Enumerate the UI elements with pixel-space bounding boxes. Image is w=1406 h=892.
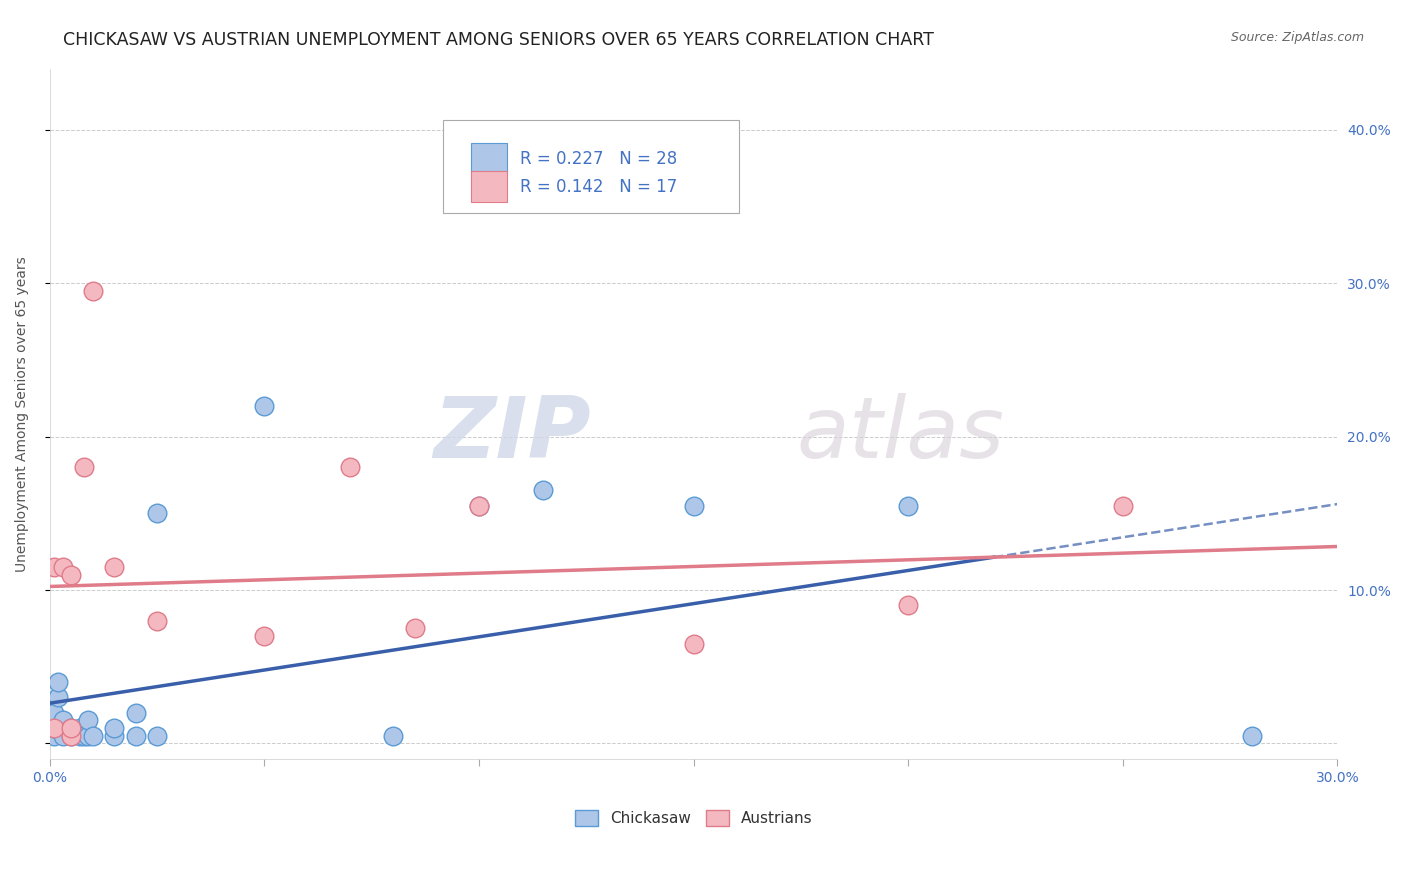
Point: [42, 729, 65, 743]
Text: R = 0.142   N = 17: R = 0.142 N = 17: [520, 178, 678, 195]
Point: [103, 560, 125, 574]
Point: [60, 721, 83, 735]
Point: [82, 729, 104, 743]
Point: [897, 599, 920, 613]
Point: [77, 729, 100, 743]
Point: [682, 499, 704, 513]
Point: [77, 714, 100, 728]
Point: [60, 729, 83, 743]
Point: [468, 499, 491, 513]
Point: [52, 729, 75, 743]
Point: [103, 729, 125, 743]
Point: [60, 721, 83, 735]
Text: atlas: atlas: [797, 392, 1005, 475]
Point: [69, 729, 91, 743]
Point: [382, 729, 405, 743]
Point: [682, 637, 704, 651]
Point: [253, 629, 276, 643]
Point: [531, 483, 554, 498]
Point: [69, 721, 91, 735]
Point: [103, 721, 125, 735]
Point: [42, 706, 65, 720]
Point: [73, 729, 96, 743]
Point: [404, 621, 426, 635]
Point: [339, 460, 361, 475]
Point: [60, 567, 83, 582]
Point: [146, 614, 169, 628]
Text: Source: ZipAtlas.com: Source: ZipAtlas.com: [1230, 31, 1364, 45]
Point: [52, 560, 75, 574]
Point: [73, 460, 96, 475]
Point: [253, 399, 276, 413]
Point: [52, 714, 75, 728]
Point: [42, 721, 65, 735]
Point: [468, 499, 491, 513]
FancyBboxPatch shape: [471, 171, 508, 202]
Point: [1240, 729, 1263, 743]
Text: CHICKASAW VS AUSTRIAN UNEMPLOYMENT AMONG SENIORS OVER 65 YEARS CORRELATION CHART: CHICKASAW VS AUSTRIAN UNEMPLOYMENT AMONG…: [63, 31, 934, 49]
Point: [42, 560, 65, 574]
Point: [146, 729, 169, 743]
Point: [124, 706, 146, 720]
Point: [60, 729, 83, 743]
Point: [897, 499, 920, 513]
Text: R = 0.227   N = 28: R = 0.227 N = 28: [520, 150, 678, 168]
Text: ZIP: ZIP: [433, 392, 591, 475]
FancyBboxPatch shape: [443, 120, 738, 213]
Point: [1112, 499, 1135, 513]
Y-axis label: Unemployment Among Seniors over 65 years: Unemployment Among Seniors over 65 years: [15, 256, 30, 572]
Point: [42, 721, 65, 735]
Point: [48, 690, 70, 705]
Legend: Chickasaw, Austrians: Chickasaw, Austrians: [568, 805, 818, 832]
Point: [146, 507, 169, 521]
Point: [48, 675, 70, 690]
Point: [82, 284, 104, 298]
FancyBboxPatch shape: [471, 144, 508, 175]
Point: [124, 729, 146, 743]
